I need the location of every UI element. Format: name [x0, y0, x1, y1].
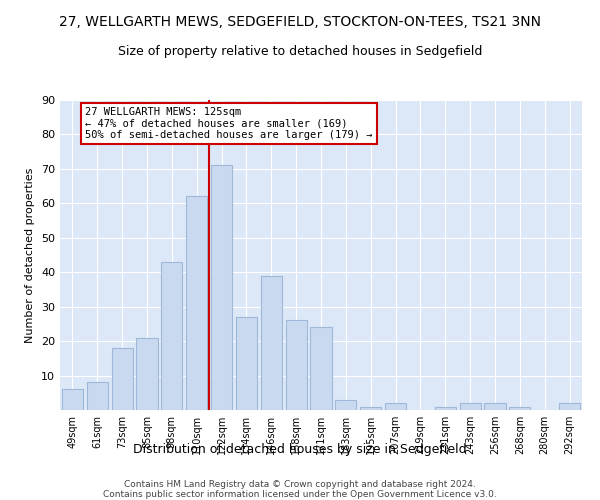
Bar [360, 406, 381, 410]
Bar [236, 317, 257, 410]
Bar [286, 320, 307, 410]
Bar [559, 403, 580, 410]
Bar [136, 338, 158, 410]
Text: Contains HM Land Registry data © Crown copyright and database right 2024.
Contai: Contains HM Land Registry data © Crown c… [103, 480, 497, 500]
Text: 27 WELLGARTH MEWS: 125sqm
← 47% of detached houses are smaller (169)
50% of semi: 27 WELLGARTH MEWS: 125sqm ← 47% of detac… [85, 107, 373, 140]
Bar [310, 328, 332, 410]
Bar [62, 390, 83, 410]
Y-axis label: Number of detached properties: Number of detached properties [25, 168, 35, 342]
Bar [186, 196, 207, 410]
Bar [484, 403, 506, 410]
Bar [460, 403, 481, 410]
Bar [261, 276, 282, 410]
Bar [335, 400, 356, 410]
Bar [112, 348, 133, 410]
Text: 27, WELLGARTH MEWS, SEDGEFIELD, STOCKTON-ON-TEES, TS21 3NN: 27, WELLGARTH MEWS, SEDGEFIELD, STOCKTON… [59, 15, 541, 29]
Bar [211, 166, 232, 410]
Bar [87, 382, 108, 410]
Bar [161, 262, 182, 410]
Bar [435, 406, 456, 410]
Text: Size of property relative to detached houses in Sedgefield: Size of property relative to detached ho… [118, 45, 482, 58]
Text: Distribution of detached houses by size in Sedgefield: Distribution of detached houses by size … [133, 442, 467, 456]
Bar [509, 406, 530, 410]
Bar [385, 403, 406, 410]
